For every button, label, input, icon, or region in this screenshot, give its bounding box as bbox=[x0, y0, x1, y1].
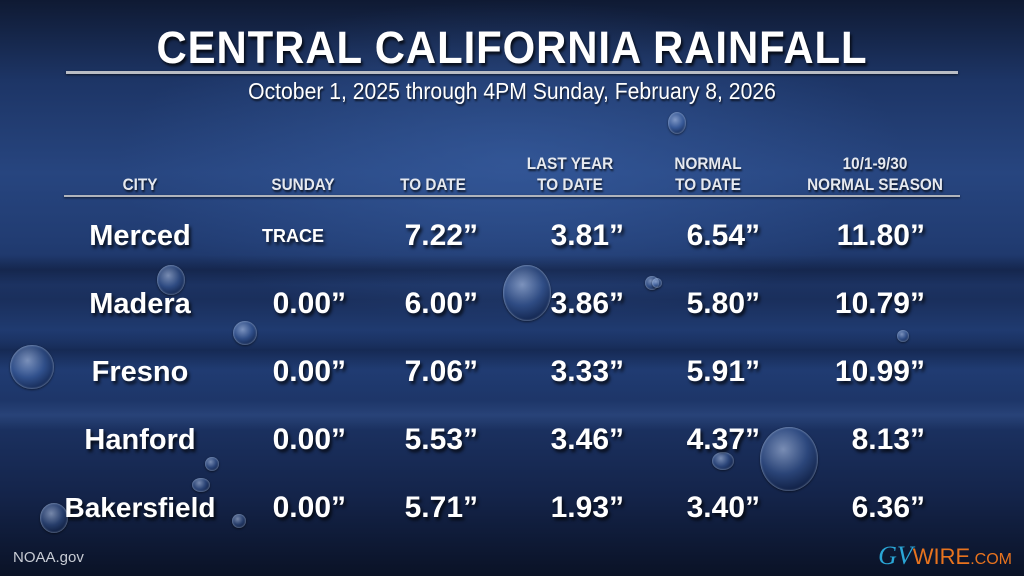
header-divider bbox=[64, 195, 960, 197]
normal-to-date-value: 5.80” bbox=[686, 287, 760, 320]
sunday-value: 0.00” bbox=[272, 423, 346, 456]
table-row: Merced TRACE 7.22” 3.81” 6.54” 11.80” bbox=[0, 216, 1024, 256]
table-row: Madera 0.00” 6.00” 3.86” 5.80” 10.79” bbox=[0, 284, 1024, 324]
table-row: Bakersfield 0.00” 5.71” 1.93” 3.40” 6.36… bbox=[0, 488, 1024, 528]
page-title: CENTRAL CALIFORNIA RAINFALL bbox=[156, 22, 868, 73]
normal-season-value: 11.80” bbox=[836, 219, 925, 252]
water-drop-icon bbox=[192, 478, 210, 492]
water-drop-icon bbox=[668, 112, 686, 134]
water-drop-icon bbox=[503, 265, 551, 321]
title-divider bbox=[66, 71, 958, 74]
sunday-value: 0.00” bbox=[272, 491, 346, 524]
water-drop-icon bbox=[897, 330, 909, 342]
page-subtitle: October 1, 2025 through 4PM Sunday, Febr… bbox=[248, 78, 776, 104]
column-header-sunday: SUNDAY bbox=[271, 175, 335, 194]
to-date-value: 7.22” bbox=[404, 219, 478, 252]
city-name: Merced bbox=[89, 220, 191, 252]
water-drop-icon bbox=[10, 345, 54, 389]
logo-gv: GV bbox=[878, 541, 913, 570]
to-date-value: 5.53” bbox=[404, 423, 478, 456]
gvwire-logo: GVWIRE.COM bbox=[878, 541, 1012, 571]
water-drop-icon bbox=[760, 427, 818, 491]
column-header-normal-season: 10/1-9/30 NORMAL SEASON bbox=[807, 154, 943, 194]
water-drop-icon bbox=[232, 514, 246, 528]
to-date-value: 6.00” bbox=[404, 287, 478, 320]
normal-to-date-value: 4.37” bbox=[686, 423, 760, 456]
water-drop-icon bbox=[652, 278, 662, 288]
column-header-normal-to-date: NORMAL TO DATE bbox=[674, 154, 742, 194]
water-drop-icon bbox=[712, 452, 734, 470]
last-year-value: 1.93” bbox=[550, 491, 624, 524]
sunday-value: 0.00” bbox=[272, 287, 346, 320]
last-year-value: 3.46” bbox=[550, 423, 624, 456]
table-row: Fresno 0.00” 7.06” 3.33” 5.91” 10.99” bbox=[0, 352, 1024, 392]
normal-season-value: 6.36” bbox=[851, 491, 925, 524]
normal-to-date-value: 6.54” bbox=[686, 219, 760, 252]
normal-to-date-value: 3.40” bbox=[686, 491, 760, 524]
water-drop-icon bbox=[157, 265, 185, 295]
to-date-value: 7.06” bbox=[404, 355, 478, 388]
normal-season-value: 8.13” bbox=[851, 423, 925, 456]
city-name: Fresno bbox=[91, 356, 189, 388]
sunday-value: TRACE bbox=[262, 226, 324, 246]
to-date-value: 5.71” bbox=[404, 491, 478, 524]
normal-season-value: 10.99” bbox=[834, 355, 925, 388]
normal-season-value: 10.79” bbox=[834, 287, 925, 320]
logo-wire: WIRE bbox=[912, 544, 971, 569]
logo-com: .COM bbox=[970, 551, 1012, 568]
city-name: Hanford bbox=[84, 424, 196, 456]
column-header-last-year-to-date: LAST YEAR TO DATE bbox=[526, 154, 614, 194]
table-row: Hanford 0.00” 5.53” 3.46” 4.37” 8.13” bbox=[0, 420, 1024, 460]
source-credit: NOAA.gov bbox=[13, 549, 84, 566]
normal-to-date-value: 5.91” bbox=[686, 355, 760, 388]
city-name: Bakersfield bbox=[64, 492, 216, 523]
last-year-value: 3.33” bbox=[550, 355, 624, 388]
sunday-value: 0.00” bbox=[272, 355, 346, 388]
column-header-to-date: TO DATE bbox=[400, 175, 466, 194]
water-drop-icon bbox=[233, 321, 257, 345]
city-name: Madera bbox=[89, 288, 191, 320]
column-header-city: CITY bbox=[122, 175, 158, 194]
water-drop-icon bbox=[40, 503, 68, 533]
water-drop-icon bbox=[205, 457, 219, 471]
last-year-value: 3.86” bbox=[550, 287, 624, 320]
last-year-value: 3.81” bbox=[550, 219, 624, 252]
